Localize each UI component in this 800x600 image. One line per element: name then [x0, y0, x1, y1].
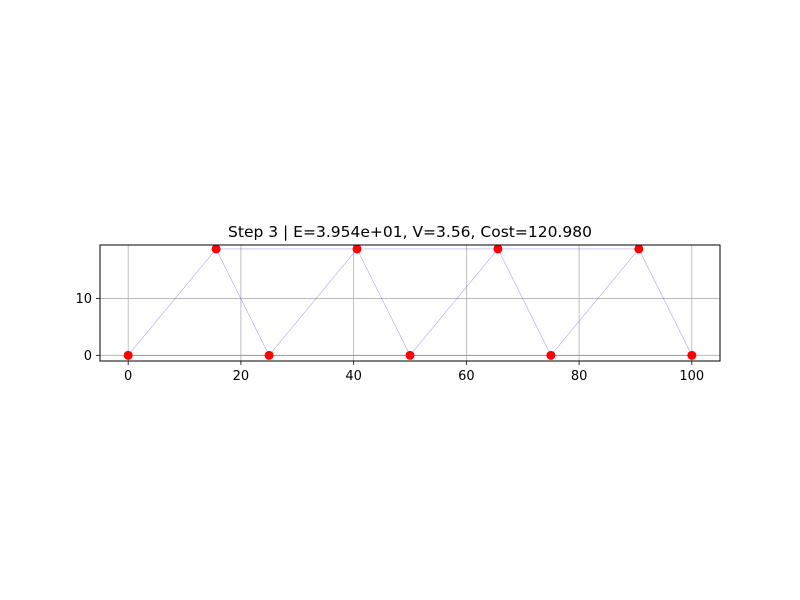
x-tick-label: 100	[679, 369, 704, 384]
x-tick-label: 0	[124, 369, 132, 384]
x-tick-label: 60	[458, 369, 475, 384]
chart-title: Step 3 | E=3.954e+01, V=3.56, Cost=120.9…	[228, 223, 592, 241]
y-tick-label: 10	[75, 292, 92, 307]
truss-edge	[356, 248, 411, 356]
truss-node	[687, 350, 697, 360]
truss-node	[405, 350, 415, 360]
truss-node	[546, 350, 556, 360]
truss-edge	[127, 248, 217, 356]
truss-node	[493, 244, 503, 254]
truss-node	[352, 244, 362, 254]
truss-node	[123, 350, 133, 360]
truss-edge	[409, 248, 499, 356]
x-tick-label: 20	[233, 369, 250, 384]
y-tick-label: 0	[84, 349, 92, 364]
x-tick-label: 40	[345, 369, 362, 384]
truss-edge	[550, 248, 640, 356]
axis-ticks: 0 20 40 60 80 100 0 10	[75, 292, 704, 384]
truss-edge	[215, 248, 270, 356]
truss-edge	[268, 248, 358, 356]
truss-edge	[497, 248, 552, 356]
truss-node	[264, 350, 274, 360]
truss-node	[634, 244, 644, 254]
truss-node	[211, 244, 221, 254]
truss-edges	[127, 248, 693, 356]
truss-edge	[638, 248, 693, 356]
x-tick-label: 80	[571, 369, 588, 384]
plot-area-frame	[99, 244, 721, 362]
truss-nodes	[123, 244, 697, 360]
